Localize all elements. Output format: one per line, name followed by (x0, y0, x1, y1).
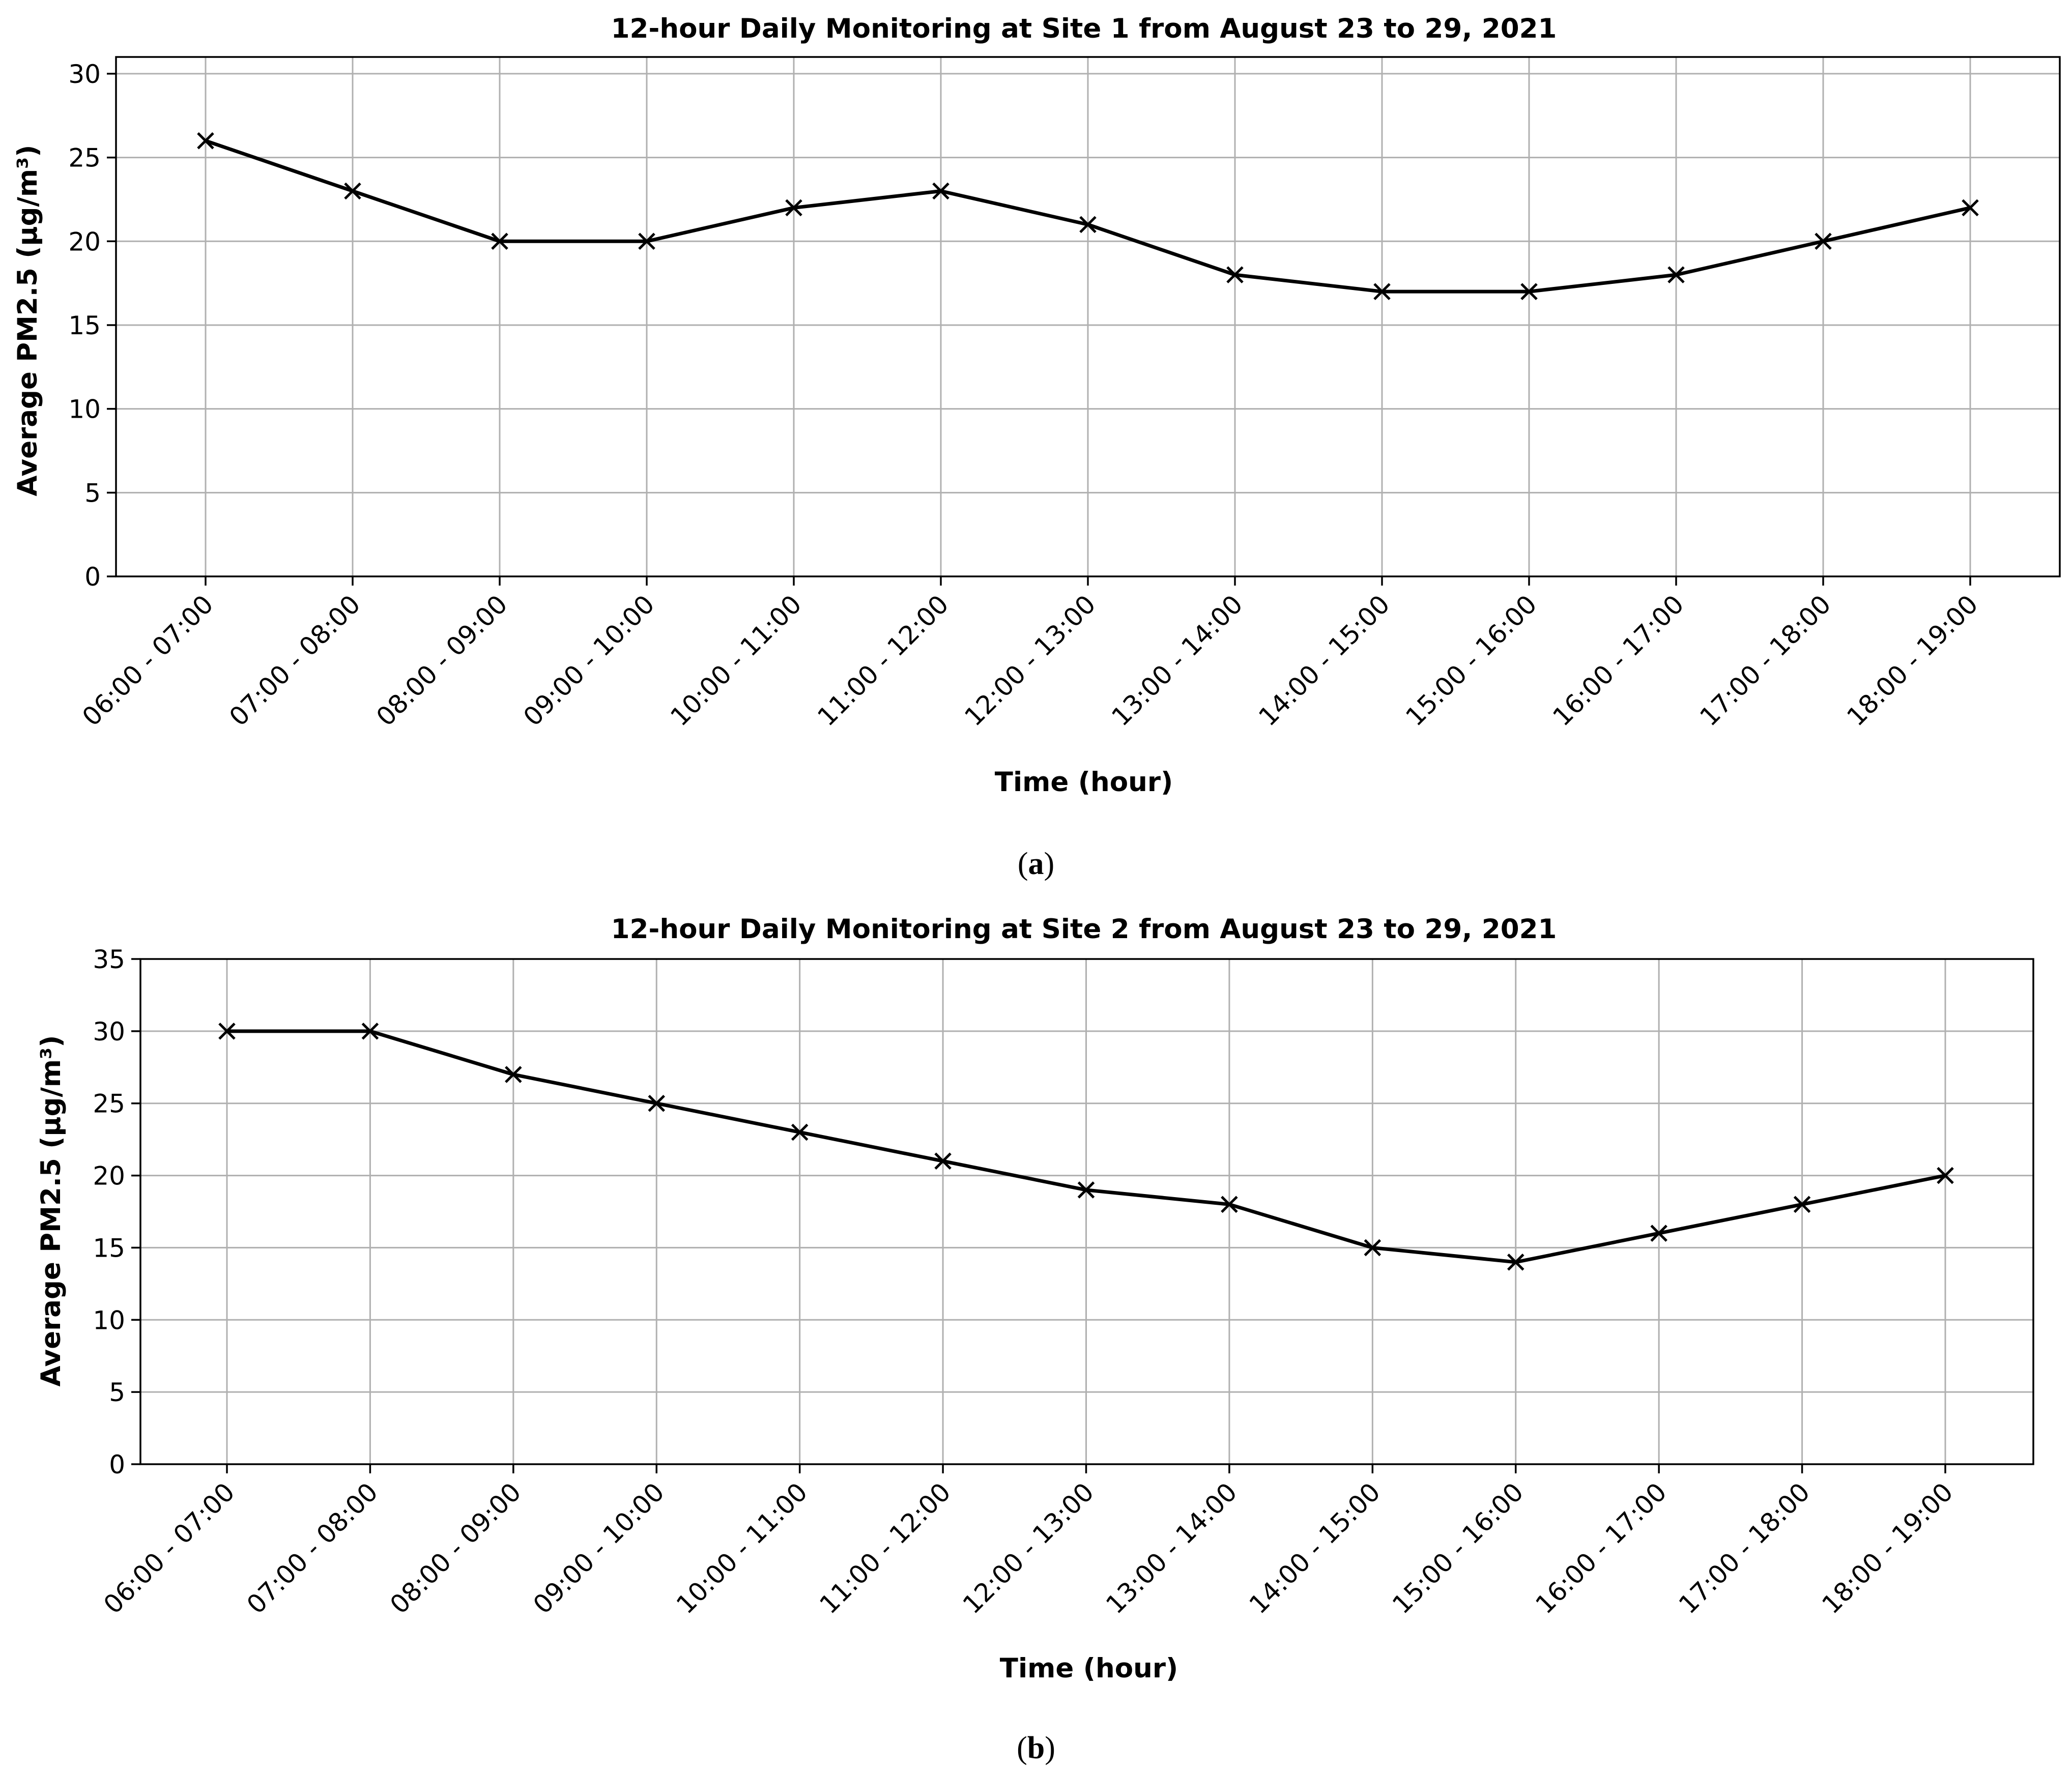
data-point (197, 132, 214, 150)
chart-title: 12-hour Daily Monitoring at Site 2 from … (611, 914, 1557, 945)
data-point (344, 182, 361, 200)
x-axis-label: Time (hour) (1000, 1653, 1178, 1684)
data-point (932, 182, 949, 200)
data-point (1650, 1225, 1667, 1242)
data-point (361, 1023, 379, 1040)
marker-stroke (1815, 233, 1832, 250)
marker-stroke (218, 1023, 236, 1040)
marker-stroke (505, 1066, 522, 1083)
y-tick-label: 10 (68, 395, 101, 424)
marker-stroke (1520, 283, 1538, 300)
data-point (1364, 1239, 1382, 1257)
marker-stroke (361, 1023, 379, 1040)
data-point (218, 1023, 236, 1040)
marker-stroke (344, 182, 361, 200)
marker-stroke (1962, 199, 1979, 217)
y-tick-label: 15 (93, 1233, 125, 1263)
y-tick-label: 0 (109, 1450, 125, 1479)
y-tick-label: 20 (68, 227, 101, 256)
marker-stroke (1079, 216, 1097, 234)
data-point (1079, 216, 1097, 234)
data-point (1507, 1254, 1524, 1271)
y-tick-label: 5 (84, 478, 101, 508)
data-point (638, 233, 655, 250)
y-tick-label: 35 (93, 945, 125, 974)
marker-stroke (648, 1094, 666, 1112)
marker-stroke (197, 132, 214, 150)
y-tick-label: 5 (109, 1378, 125, 1407)
series (218, 1023, 1954, 1271)
y-tick-label: 0 (84, 562, 101, 592)
panel-letter: a (1028, 847, 1044, 881)
marker-stroke (1364, 1239, 1382, 1257)
panel-label: (a) (1018, 847, 1054, 881)
marker-stroke (934, 1152, 952, 1170)
y-tick-label: 25 (93, 1089, 125, 1119)
marker-stroke (1373, 283, 1391, 300)
data-point (791, 1123, 809, 1141)
marker-stroke (932, 182, 949, 200)
y-tick-label: 30 (93, 1017, 125, 1047)
panel-letter: b (1027, 1731, 1045, 1765)
y-axis: 0 5 10 15 20 25 30 35 (93, 945, 140, 1479)
data-point (1962, 199, 1979, 217)
data-point (1373, 283, 1391, 300)
marker-stroke (491, 233, 508, 250)
y-tick-label: 10 (93, 1305, 125, 1335)
data-point (1793, 1196, 1811, 1213)
data-point (934, 1152, 952, 1170)
data-point (1937, 1167, 1954, 1184)
data-point (1221, 1196, 1238, 1213)
data-point (1667, 266, 1685, 283)
data-point (1226, 266, 1244, 283)
marker-stroke (1793, 1196, 1811, 1213)
marker-stroke (1667, 266, 1685, 283)
marker-stroke (1650, 1225, 1667, 1242)
data-point (1520, 283, 1538, 300)
data-point (785, 199, 802, 217)
marker-stroke (1221, 1196, 1238, 1213)
data-point (505, 1066, 522, 1083)
y-tick-label: 25 (68, 143, 101, 173)
data-point (1077, 1181, 1095, 1199)
marker-stroke (785, 199, 802, 217)
marker-stroke (638, 233, 655, 250)
panel-label: (b) (1017, 1731, 1055, 1765)
data-point (648, 1094, 666, 1112)
data-point (1815, 233, 1832, 250)
series (197, 132, 1979, 300)
marker-stroke (1226, 266, 1244, 283)
marker-stroke (1937, 1167, 1954, 1184)
y-tick-label: 20 (93, 1161, 125, 1191)
x-axis-label: Time (hour) (995, 767, 1173, 798)
chart-title: 12-hour Daily Monitoring at Site 1 from … (611, 13, 1557, 44)
marker-stroke (1507, 1254, 1524, 1271)
data-point (491, 233, 508, 250)
y-tick-label: 30 (68, 60, 101, 89)
y-tick-label: 15 (68, 311, 101, 340)
marker-stroke (1077, 1181, 1095, 1199)
y-axis-label: Average PM2.5 (µg/m³) (12, 145, 43, 497)
marker-stroke (791, 1123, 809, 1141)
y-axis: 0 5 10 15 20 25 30 (68, 60, 116, 592)
y-axis-label: Average PM2.5 (µg/m³) (36, 1035, 67, 1387)
